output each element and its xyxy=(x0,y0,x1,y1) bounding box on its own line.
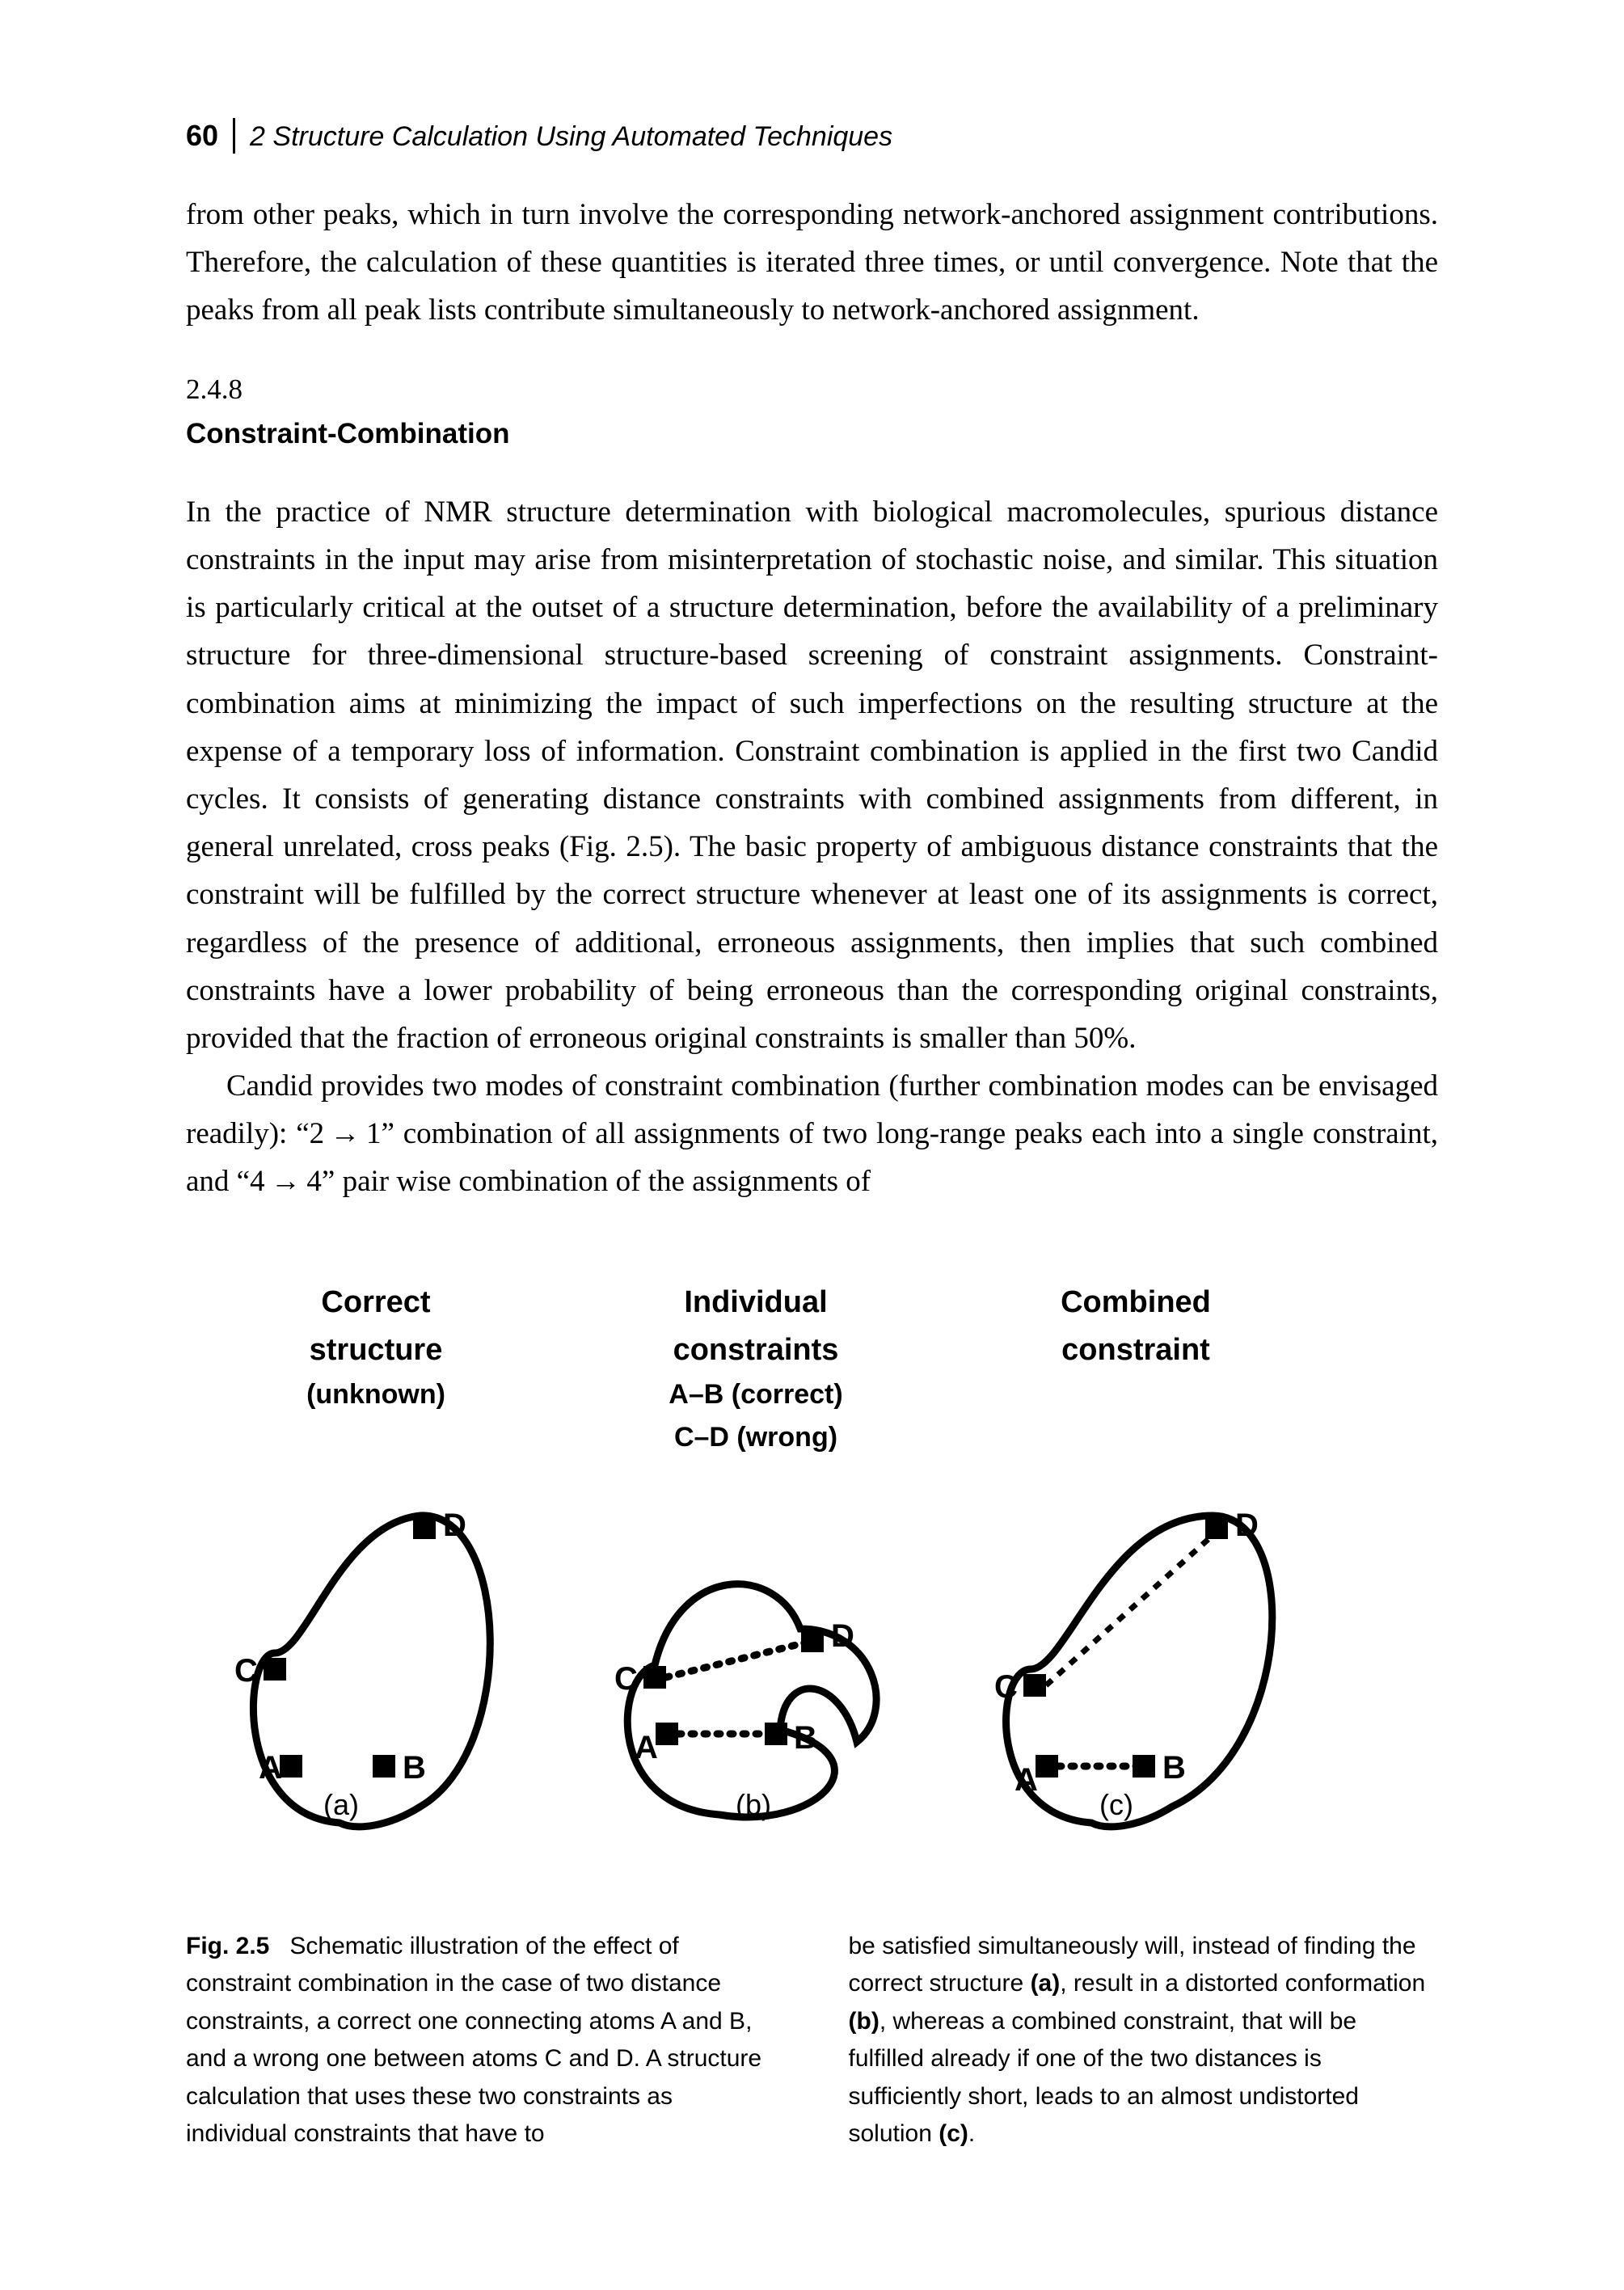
figure-caption: Fig. 2.5 Schematic illustration of the e… xyxy=(186,1928,1438,2153)
node-b xyxy=(765,1723,787,1745)
col2-heading-l2: constraints xyxy=(566,1326,946,1374)
panel-a: A B C D (a) xyxy=(186,1467,566,1855)
figure-column-headings: Correct structure (unknown) Individual c… xyxy=(186,1279,1438,1459)
col2-subheading-1: A–B (correct) xyxy=(566,1373,946,1416)
paragraph-1: In the practice of NMR structure determi… xyxy=(186,488,1438,1062)
label-d: D xyxy=(443,1508,466,1543)
panel-a-curve xyxy=(253,1516,490,1827)
chapter-title: 2 Structure Calculation Using Automated … xyxy=(250,116,892,158)
intro-paragraph: from other peaks, which in turn involve … xyxy=(186,191,1438,335)
node-b xyxy=(373,1755,395,1778)
header-separator xyxy=(233,118,235,154)
figure-2-5: Correct structure (unknown) Individual c… xyxy=(186,1279,1438,2153)
node-a xyxy=(1036,1755,1058,1778)
label-b: B xyxy=(794,1720,817,1756)
paragraph-2: Candid provides two modes of constraint … xyxy=(186,1062,1438,1206)
node-a xyxy=(280,1755,302,1778)
figure-panels: A B C D (a) xyxy=(186,1467,1438,1855)
caption-right-column: be satisfied simultaneously will, instea… xyxy=(849,1928,1439,2153)
col2-heading-l1: Individual xyxy=(566,1279,946,1326)
caption-bold-b: (b) xyxy=(849,2008,879,2035)
label-c: C xyxy=(234,1653,258,1689)
label-a: A xyxy=(1014,1762,1038,1798)
col1-heading-l1: Correct xyxy=(186,1279,566,1326)
caption-bold-a: (a) xyxy=(1031,1970,1061,1997)
figure-number: Fig. 2.5 xyxy=(186,1933,269,1959)
caption-right-2: , result in a distorted conformation xyxy=(1060,1970,1425,1997)
caption-right-4: . xyxy=(968,2120,975,2147)
body-text: from other peaks, which in turn involve … xyxy=(186,191,1438,1206)
panel-c-label: (c) xyxy=(1099,1788,1133,1821)
node-a xyxy=(656,1723,678,1745)
caption-right-3: , whereas a combined constraint, that wi… xyxy=(849,2008,1359,2148)
label-c: C xyxy=(614,1661,638,1697)
page-number: 60 xyxy=(186,113,218,158)
label-b: B xyxy=(1162,1750,1186,1786)
node-c xyxy=(643,1666,666,1689)
node-d xyxy=(413,1516,436,1539)
running-head: 60 2 Structure Calculation Using Automat… xyxy=(186,113,1438,158)
constraint-cd xyxy=(666,1641,812,1677)
col1-subheading: (unknown) xyxy=(186,1373,566,1416)
panel-a-label: (a) xyxy=(323,1788,359,1821)
node-b xyxy=(1133,1755,1155,1778)
caption-left-text: Schematic illustration of the effect of … xyxy=(186,1933,761,2148)
panel-c-curve xyxy=(1006,1516,1272,1827)
caption-bold-c: (c) xyxy=(939,2120,968,2147)
label-d: D xyxy=(1235,1508,1259,1543)
label-d: D xyxy=(831,1618,854,1654)
page: 60 2 Structure Calculation Using Automat… xyxy=(0,0,1624,2290)
label-a: A xyxy=(259,1750,282,1786)
label-c: C xyxy=(994,1669,1018,1705)
caption-left-column: Fig. 2.5 Schematic illustration of the e… xyxy=(186,1928,776,2153)
section-title: Constraint-Combination xyxy=(186,412,1438,456)
col2-subheading-2: C–D (wrong) xyxy=(566,1416,946,1459)
section-number: 2.4.8 xyxy=(186,368,1438,411)
panel-b-label: (b) xyxy=(736,1788,771,1821)
col3-heading-l2: constraint xyxy=(946,1326,1326,1374)
node-d xyxy=(1205,1516,1228,1539)
col1-heading-l2: structure xyxy=(186,1326,566,1374)
node-c xyxy=(1023,1674,1046,1697)
node-d xyxy=(801,1630,824,1652)
col3-heading-l1: Combined xyxy=(946,1279,1326,1326)
node-c xyxy=(264,1658,286,1681)
panel-b: A B C D (b) xyxy=(566,1467,946,1855)
panel-c: A B C D (c) xyxy=(946,1467,1326,1855)
label-a: A xyxy=(635,1730,658,1765)
label-b: B xyxy=(403,1750,426,1786)
